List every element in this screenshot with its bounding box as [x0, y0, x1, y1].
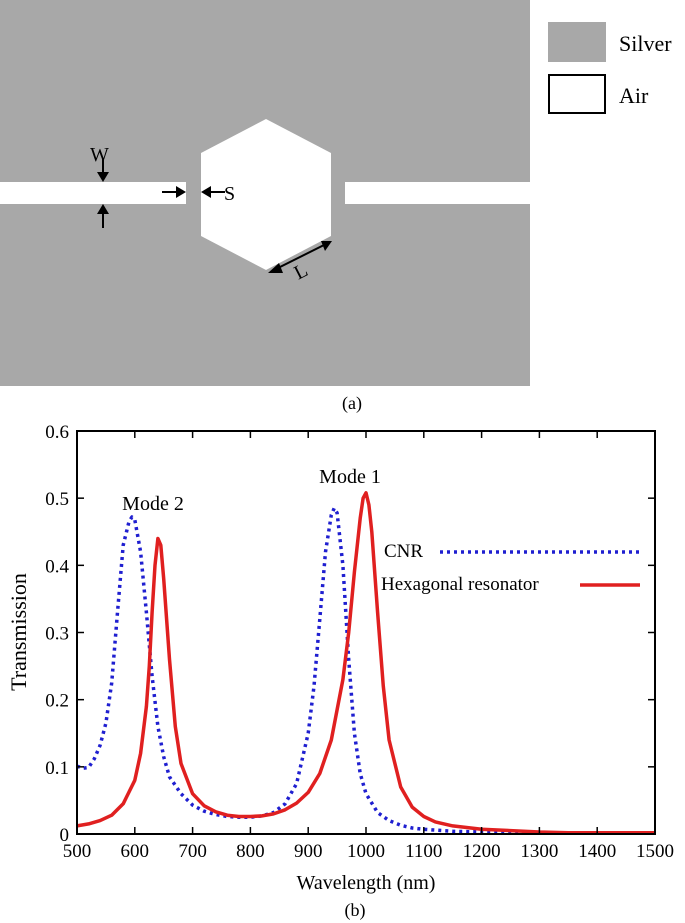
x-tick-label: 1100 [405, 841, 442, 862]
air-legend-label: Air [619, 83, 649, 108]
x-tick-label: 1300 [520, 841, 558, 862]
s-dimension-arrows [162, 186, 225, 198]
y-tick-label: 0.4 [45, 556, 69, 577]
y-tick-label: 0.5 [45, 489, 69, 510]
y-tick-label: 0.1 [45, 758, 69, 779]
left-waveguide [0, 182, 186, 204]
series-line-hexagonal-resonator [76, 491, 655, 835]
right-waveguide [345, 182, 530, 204]
x-tick-label: 700 [178, 841, 207, 862]
w-dimension-arrows [97, 158, 109, 228]
series-line-cnr [76, 506, 655, 836]
caption-a: (a) [342, 393, 362, 414]
y-tick-label: 0.6 [45, 422, 69, 443]
legend-cnr-label: CNR [384, 541, 423, 562]
mode-2-annotation: Mode 2 [122, 493, 184, 515]
mode-1-annotation: Mode 1 [319, 466, 381, 488]
hexagonal-resonator [201, 119, 331, 270]
l-dimension-arrows [268, 241, 332, 273]
x-tick-label: 1500 [636, 841, 674, 862]
series-layer [76, 491, 655, 836]
x-tick-label: 800 [236, 841, 265, 862]
x-tick-label: 600 [121, 841, 150, 862]
silver-legend-label: Silver [619, 31, 672, 56]
tick-layer: 500 600 700 800 900 1000 1100 1200 1300 1400 1500 0… [45, 422, 674, 862]
silver-swatch [548, 22, 606, 62]
y-tick-label: 0.2 [45, 691, 69, 712]
panel-b-chart: 500 600 700 800 900 1000 1100 1200 1300 1400 1500 0… [6, 422, 674, 921]
x-tick-label: 900 [294, 841, 323, 862]
s-dimension-label: S [224, 183, 235, 205]
w-dimension-label: W [90, 144, 109, 166]
legend-hexagonal-label: Hexagonal resonator [381, 574, 539, 595]
x-tick-label: 1400 [578, 841, 616, 862]
y-axis-label: Transmission [6, 573, 31, 691]
panel-a: W S L Silver Air (a) [0, 0, 672, 414]
air-swatch [548, 74, 606, 114]
x-tick-label: 500 [63, 841, 92, 862]
x-axis-label: Wavelength (nm) [297, 872, 436, 894]
y-tick-label: 0.3 [45, 624, 69, 645]
x-tick-label: 1000 [347, 841, 385, 862]
x-tick-label: 1200 [463, 841, 501, 862]
y-tick-label: 0 [60, 825, 70, 846]
caption-b: (b) [345, 900, 366, 921]
